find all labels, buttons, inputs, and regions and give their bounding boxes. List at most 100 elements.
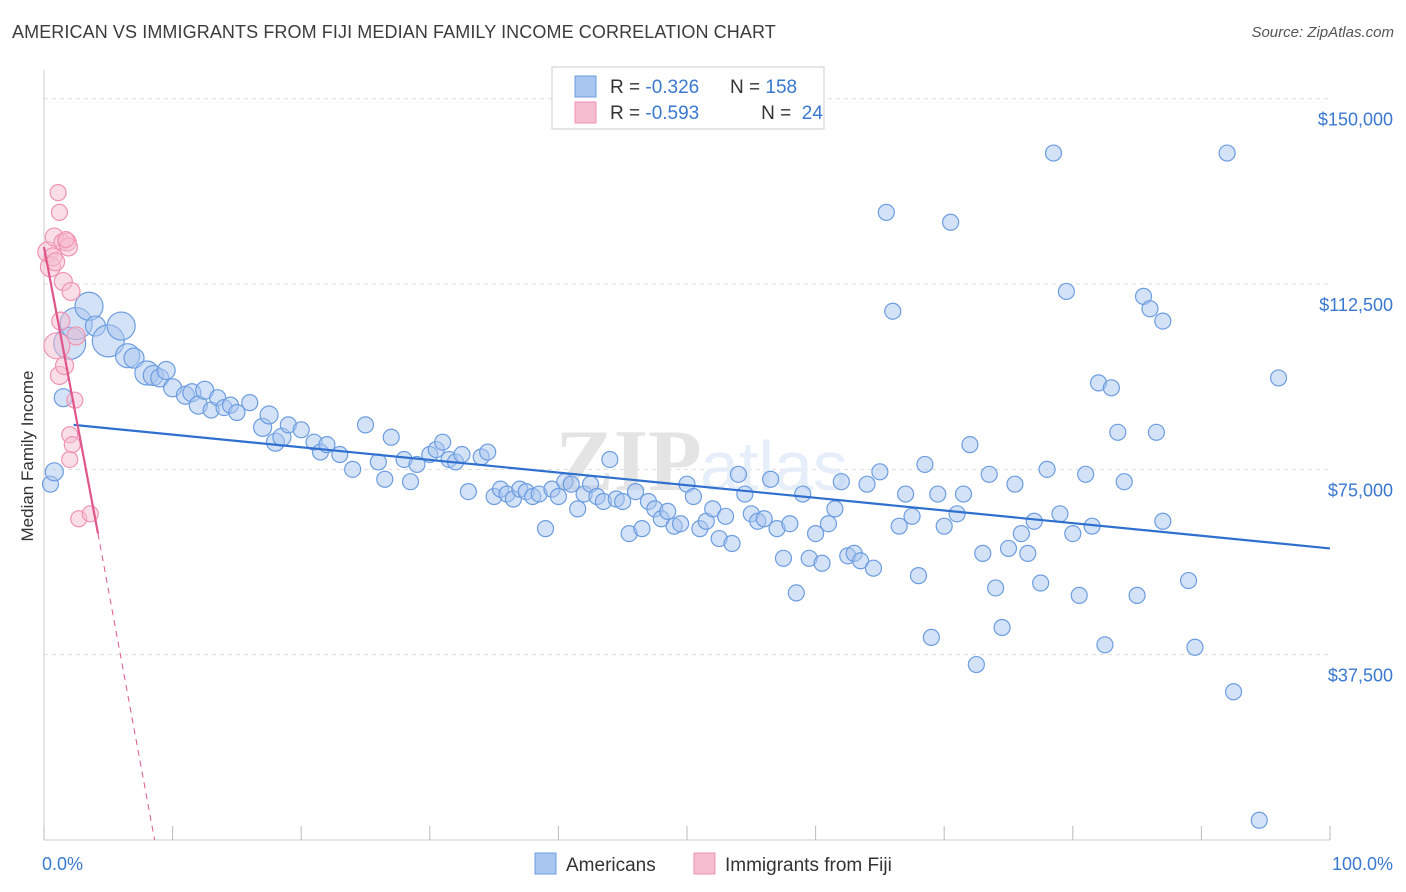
- legend-r-value-2: -0.593: [645, 103, 699, 124]
- source-label: Source: ZipAtlas.com: [1251, 24, 1394, 41]
- americans-point: [980, 465, 998, 483]
- fiji-trend-line: [42, 246, 100, 534]
- americans-point: [549, 487, 568, 506]
- americans-point: [562, 475, 580, 493]
- americans-point: [794, 485, 812, 503]
- americans-point: [106, 311, 136, 341]
- fiji-point: [50, 203, 69, 221]
- americans-point: [659, 502, 677, 520]
- americans-point: [1096, 636, 1114, 654]
- legend-r-label-1: R =: [610, 77, 645, 98]
- americans-point: [774, 549, 793, 567]
- americans-point: [967, 655, 985, 674]
- y-tick-label: $150,000: [1318, 110, 1393, 130]
- americans-point: [819, 515, 838, 533]
- americans-point: [813, 554, 831, 572]
- americans-point: [569, 500, 587, 518]
- americans-point: [382, 428, 400, 446]
- americans-point: [884, 302, 902, 320]
- fiji-point: [49, 184, 67, 202]
- americans-point: [44, 462, 64, 482]
- legend-n-label-1: N =: [730, 77, 765, 98]
- bottom-legend-swatch-fiji: [693, 852, 716, 875]
- fiji-point: [63, 436, 81, 454]
- bottom-legend-swatch-americans: [534, 852, 557, 875]
- americans-point: [633, 520, 651, 538]
- americans-point: [704, 500, 722, 518]
- americans-point: [1186, 638, 1204, 656]
- americans-point: [1218, 144, 1236, 162]
- svg-text:N = 24: N = 24: [730, 103, 845, 124]
- americans-point: [684, 487, 703, 506]
- americans-point: [806, 524, 825, 543]
- americans-point: [453, 445, 471, 464]
- americans-point: [723, 534, 741, 553]
- americans-trend-line: [73, 423, 1331, 550]
- americans-point: [864, 559, 883, 577]
- americans-point: [292, 421, 310, 439]
- americans-point: [331, 445, 349, 464]
- americans-point: [736, 485, 754, 503]
- y-tick-labels: $37,500 $75,000 $112,500 $150,000: [1318, 110, 1393, 686]
- legend: R = -0.326 N = 158 R = -0.593 N = 24: [551, 66, 845, 130]
- americans-point: [999, 539, 1018, 558]
- americans-point: [716, 507, 735, 525]
- svg-text:R = -0.593: R = -0.593: [610, 103, 699, 124]
- legend-n-value-2: 24: [797, 103, 824, 124]
- americans-point: [909, 567, 928, 585]
- fiji-point: [43, 332, 71, 360]
- americans-point: [903, 507, 921, 525]
- y-tick-label: $112,500: [1319, 295, 1393, 315]
- americans-point: [228, 403, 246, 422]
- gridlines: [44, 98, 1330, 656]
- americans-point: [890, 517, 908, 535]
- americans-point: [826, 500, 844, 518]
- bottom-legend-fiji: Immigrants from Fiji: [725, 855, 892, 876]
- fiji-trend-extension: [97, 533, 156, 841]
- americans-point: [1147, 423, 1165, 441]
- americans-point: [948, 505, 966, 523]
- fiji-point: [51, 311, 71, 331]
- americans-point: [259, 405, 279, 425]
- y-tick-label: $75,000: [1328, 480, 1393, 500]
- trend-lines: [42, 246, 1331, 841]
- americans-point: [954, 485, 973, 503]
- legend-r-value-1: -0.326: [645, 77, 699, 98]
- americans-point: [1224, 683, 1243, 701]
- americans-point: [787, 584, 805, 602]
- americans-point: [1012, 524, 1030, 543]
- svg-text:atlas: atlas: [700, 427, 848, 505]
- americans-point: [1070, 586, 1088, 604]
- americans-point: [1032, 574, 1050, 592]
- americans-point: [852, 552, 870, 570]
- americans-point: [922, 628, 940, 646]
- legend-swatch-americans: [574, 75, 597, 98]
- americans-point: [401, 473, 420, 491]
- americans-point: [877, 203, 895, 221]
- x-tick-label-min: 0.0%: [42, 854, 83, 874]
- americans-point: [1077, 465, 1095, 483]
- fiji-point: [45, 252, 66, 272]
- americans-point: [156, 360, 176, 381]
- fiji-point: [61, 450, 79, 469]
- americans-point: [1102, 379, 1120, 397]
- americans-point: [729, 465, 748, 483]
- americans-point: [1025, 512, 1043, 530]
- fiji-point: [61, 281, 81, 302]
- y-tick-label: $37,500: [1328, 666, 1393, 686]
- americans-point: [1057, 282, 1075, 301]
- y-axis-label: Median Family Income: [18, 370, 37, 541]
- americans-point: [832, 473, 850, 491]
- americans-point: [1038, 460, 1056, 478]
- americans-point: [1115, 473, 1133, 491]
- americans-point: [916, 455, 934, 474]
- chart-title: AMERICAN VS IMMIGRANTS FROM FIJI MEDIAN …: [12, 22, 776, 42]
- americans-point: [1019, 544, 1037, 562]
- americans-point: [479, 443, 497, 461]
- x-tick-label-max: 100.0%: [1332, 854, 1393, 874]
- bottom-legend: Americans Immigrants from Fiji: [534, 852, 892, 876]
- americans-point: [1128, 586, 1146, 604]
- americans-point: [993, 618, 1011, 637]
- americans-point: [897, 485, 915, 503]
